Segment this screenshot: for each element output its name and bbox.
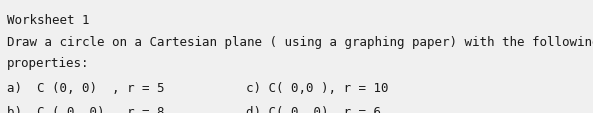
Text: c) C( 0,0 ), r = 10: c) C( 0,0 ), r = 10 bbox=[246, 81, 388, 94]
Text: a)  C (0, 0)  , r = 5: a) C (0, 0) , r = 5 bbox=[7, 81, 165, 94]
Text: d) C( 0, 0), r = 6: d) C( 0, 0), r = 6 bbox=[246, 105, 381, 113]
Text: Worksheet 1: Worksheet 1 bbox=[7, 14, 90, 26]
Text: properties:: properties: bbox=[7, 56, 90, 69]
Text: b)  C ( 0, 0) , r = 8: b) C ( 0, 0) , r = 8 bbox=[7, 105, 165, 113]
Text: Draw a circle on a Cartesian plane ( using a graphing paper) with the following: Draw a circle on a Cartesian plane ( usi… bbox=[7, 36, 593, 49]
